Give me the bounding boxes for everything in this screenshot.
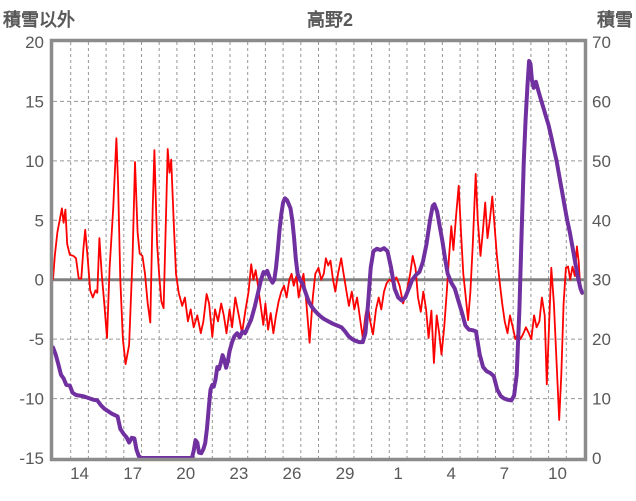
x-axis-tick-label: 14 [70, 464, 89, 483]
right-axis-tick-label: 20 [592, 330, 611, 349]
x-axis-tick-label: 7 [500, 464, 509, 483]
left-axis-tick-label: 10 [25, 152, 44, 171]
left-axis-tick-label: 0 [35, 271, 44, 290]
right-axis-tick-label: 40 [592, 211, 611, 230]
x-axis-tick-label: 10 [548, 464, 567, 483]
x-axis-tick-label: 26 [282, 464, 301, 483]
left-axis-title: 積雪以外 [3, 10, 75, 30]
x-axis-tick-label: 29 [336, 464, 355, 483]
right-axis-tick-label: 70 [592, 33, 611, 52]
left-axis-tick-label: -15 [19, 449, 44, 468]
x-axis-tick-label: 1 [393, 464, 402, 483]
right-axis-tick-label: 60 [592, 92, 611, 111]
x-axis-tick-label: 23 [229, 464, 248, 483]
right-axis-title: 積雪 [597, 10, 633, 30]
chart-title: 高野2 [306, 10, 353, 30]
left-axis-tick-label: -5 [29, 330, 44, 349]
right-axis-tick-label: 30 [592, 271, 611, 290]
right-axis-tick-label: 10 [592, 390, 611, 409]
right-axis-tick-label: 0 [592, 449, 601, 468]
temperature-line [52, 137, 584, 421]
x-axis-tick-label: 4 [447, 464, 456, 483]
x-axis-tick-label: 17 [123, 464, 142, 483]
plot-border [49, 38, 588, 462]
left-axis-tick-label: 20 [25, 33, 44, 52]
x-axis-tick-label: 20 [176, 464, 195, 483]
right-axis-tick-label: 50 [592, 152, 611, 171]
gridlines [53, 42, 584, 458]
left-axis-tick-label: 5 [35, 211, 44, 230]
left-axis-tick-label: -10 [19, 390, 44, 409]
left-axis-tick-label: 15 [25, 92, 44, 111]
